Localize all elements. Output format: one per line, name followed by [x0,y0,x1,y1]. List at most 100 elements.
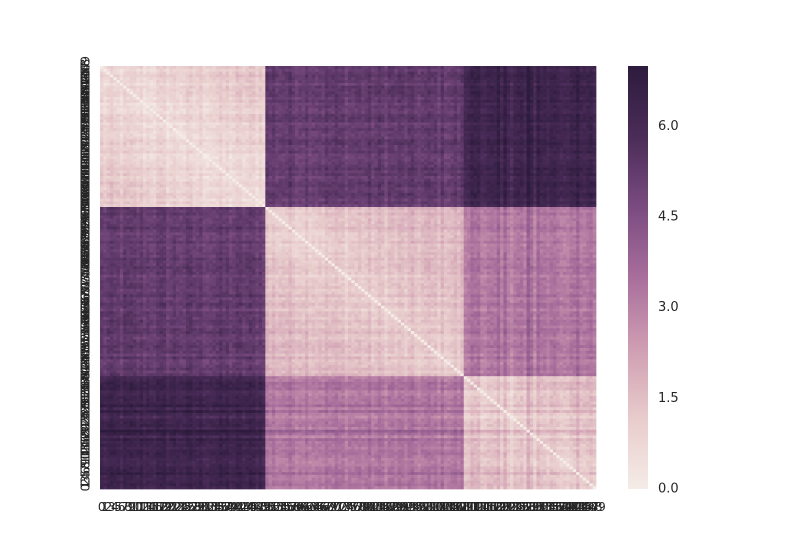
heatmap-cell [433,102,438,106]
heatmap-cell [248,80,253,84]
heatmap-cell [209,99,213,104]
heatmap-cell [430,68,435,72]
heatmap-cell [427,119,432,123]
heatmap-cell [281,111,286,115]
heatmap-cell [476,77,481,81]
heatmap-cell [109,80,114,84]
heatmap-cell [215,113,220,118]
heatmap-cell [185,116,190,120]
heatmap-cell [374,139,379,143]
heatmap-cell [592,139,597,143]
heatmap-cell [453,88,458,92]
heatmap-cell [331,102,336,106]
heatmap-cell [460,88,465,92]
heatmap-cell [162,116,167,120]
heatmap-cell [228,99,233,104]
heatmap-cell [500,125,504,129]
heatmap-cell [133,94,137,98]
heatmap-cell [119,139,124,143]
heatmap-cell [109,133,114,137]
heatmap-cell [222,122,227,126]
heatmap-cell [192,122,197,126]
heatmap-cell [212,80,217,84]
heatmap-cell [258,125,263,129]
heatmap-cell [361,128,365,132]
heatmap-cell [129,153,134,157]
heatmap-cell [566,108,570,112]
heatmap-cell [424,136,428,140]
heatmap-cell [443,97,448,101]
heatmap-cell [265,71,269,75]
heatmap-cell [331,80,336,84]
heatmap-cell [305,133,309,137]
heatmap-cell [384,91,389,95]
heatmap-cell [453,102,458,106]
heatmap-cell [305,144,309,149]
heatmap-cell [519,156,524,160]
heatmap-cell [265,99,269,104]
heatmap-cell [285,77,289,81]
heatmap-cell [483,147,488,151]
heatmap-cell [470,108,475,112]
heatmap-cell [166,94,170,98]
heatmap-cell [275,68,279,72]
heatmap-cell [437,66,441,70]
heatmap-cell [152,128,157,132]
heatmap-cell [119,150,124,154]
heatmap-cell [169,105,174,109]
heatmap-cell [219,99,223,104]
heatmap-cell [172,71,177,75]
heatmap-cell [106,88,111,92]
heatmap-cell [176,88,180,92]
heatmap-cell [513,66,517,70]
heatmap-cell [232,119,236,123]
heatmap-cell [483,136,488,140]
heatmap-cell [513,113,517,118]
heatmap-cell [486,119,491,123]
heatmap-cell [549,156,554,160]
heatmap-cell [321,88,326,92]
heatmap-cell [219,116,223,120]
heatmap-cell [390,77,395,81]
heatmap-cell [182,108,187,112]
heatmap-cell [404,108,408,112]
heatmap-cell [295,105,299,109]
heatmap-cell [576,77,580,81]
heatmap-cell [387,128,392,132]
heatmap-cell [136,66,141,70]
heatmap-cell [100,85,104,89]
heatmap-cell [394,142,398,146]
heatmap-cell [553,102,557,106]
heatmap-cell [371,153,375,157]
heatmap-cell [354,97,359,101]
heatmap-cell [328,128,332,132]
heatmap-cell [417,156,422,160]
heatmap-cell [384,147,389,151]
heatmap-cell [142,71,147,75]
heatmap-cell [215,142,220,146]
heatmap-cell [384,136,389,140]
heatmap-cell [463,94,468,98]
heatmap-cell [219,74,223,78]
heatmap-cell [314,113,319,118]
heatmap-cell [450,119,455,123]
heatmap-cell [351,74,355,78]
heatmap-cell [526,77,531,81]
heatmap-cell [281,125,286,129]
heatmap-cell [109,99,114,104]
heatmap-cell [470,142,475,146]
heatmap-cell [172,66,177,70]
heatmap-cell [159,153,164,157]
heatmap-cell [536,113,541,118]
heatmap-cell [275,128,279,132]
heatmap-cell [331,88,336,92]
heatmap-cell [381,136,385,140]
heatmap-cell [126,125,131,129]
heatmap-cell [457,150,461,154]
heatmap-cell [417,97,422,101]
heatmap-cell [103,85,107,89]
heatmap-cell [129,150,134,154]
heatmap-cell [390,74,395,78]
heatmap-cell [176,68,180,72]
heatmap-cell [169,122,174,126]
